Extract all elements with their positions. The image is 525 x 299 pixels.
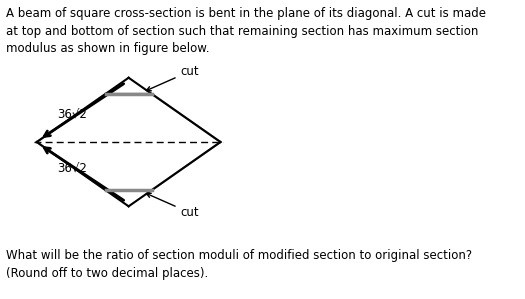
Text: cut: cut bbox=[146, 65, 199, 91]
Text: cut: cut bbox=[146, 193, 199, 219]
Text: What will be the ratio of section moduli of modified section to original section: What will be the ratio of section moduli… bbox=[6, 249, 472, 280]
Text: 36√2: 36√2 bbox=[58, 163, 87, 176]
Text: 36√2: 36√2 bbox=[58, 109, 87, 121]
Text: A beam of square cross-section is bent in the plane of its diagonal. A cut is ma: A beam of square cross-section is bent i… bbox=[6, 7, 486, 56]
